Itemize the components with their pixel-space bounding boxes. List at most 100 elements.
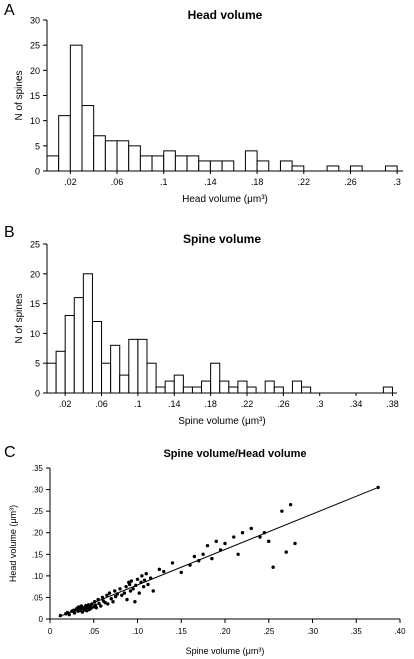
- chart-title: Head volume: [188, 8, 263, 22]
- x-axis-label: Spine volume (μm³): [178, 416, 265, 427]
- histogram-bar: [137, 338, 148, 394]
- histogram-bar: [291, 380, 303, 394]
- scatter-point: [67, 612, 71, 617]
- scatter-point: [109, 597, 113, 601]
- scatter-point: [115, 592, 120, 596]
- panel-a: A Head volume 0 5 10 15 20 25 30 .02 .06 .1 .14 .18.…: [0, 0, 414, 215]
- histogram-bar: [349, 165, 363, 172]
- y-tick-label: 20: [30, 269, 40, 279]
- scatter-point: [218, 548, 223, 552]
- scatter-point: [137, 591, 141, 595]
- x-tick-label: .06: [95, 399, 108, 409]
- panel-letter: C: [4, 444, 16, 461]
- x-tick-label: .02: [59, 399, 72, 409]
- scatter-point: [99, 604, 103, 608]
- y-axis-label: Head volume (μm³): [8, 505, 18, 582]
- scatter-point: [258, 535, 262, 539]
- scatter-point: [205, 543, 210, 548]
- y-tick-label: 0: [35, 389, 40, 399]
- x-axis-label: Spine volume (μm³): [186, 646, 265, 656]
- y-tick-label: .25: [32, 507, 44, 516]
- histogram-bar: [64, 315, 75, 394]
- scatter-point: [71, 608, 76, 613]
- scatter-point: [288, 502, 293, 507]
- scatter-point: [94, 606, 99, 610]
- x-tick-label: .3: [393, 177, 401, 187]
- scatter-point: [103, 600, 107, 605]
- scatter-spine-vs-head: Spine volume/Head volume 0 .05 .10 .15 .20 .25…: [8, 448, 406, 656]
- histogram-bar: [128, 145, 141, 172]
- histogram-bar: [110, 344, 121, 394]
- panel-letter: A: [4, 2, 15, 19]
- y-tick-label: .15: [32, 550, 44, 559]
- scatter-point: [93, 603, 98, 607]
- x-tick-label: .06: [111, 177, 124, 187]
- x-tick-label: .18: [251, 177, 264, 187]
- x-tick-label: .18: [204, 399, 217, 409]
- chart-title: Spine volume: [183, 232, 261, 246]
- histogram-bar: [182, 386, 193, 394]
- scatter-point: [214, 539, 218, 544]
- y-tick-label: .05: [32, 593, 44, 602]
- histogram-bar: [237, 380, 248, 394]
- y-axis-label: N of spines: [14, 70, 25, 120]
- scatter-point: [111, 600, 115, 604]
- scatter-point: [124, 584, 128, 589]
- histogram-bar: [93, 135, 106, 172]
- scatter-point: [267, 539, 271, 544]
- histogram-bar: [264, 380, 275, 394]
- histogram-bar: [82, 273, 93, 394]
- scatter-point: [157, 567, 162, 572]
- histogram-bar: [101, 362, 112, 394]
- y-tick-label: 30: [30, 16, 40, 26]
- histogram-bar: [119, 374, 130, 394]
- histogram-bar: [55, 350, 66, 394]
- histogram-bar: [116, 140, 130, 172]
- x-tick-label: .1: [134, 399, 142, 409]
- scatter-point: [262, 531, 267, 535]
- histogram-bar: [244, 150, 258, 172]
- histogram-bar: [46, 362, 57, 394]
- y-tick-label: 10: [30, 329, 40, 339]
- histogram-bar: [219, 380, 230, 394]
- scatter-point: [179, 570, 183, 575]
- x-tick-label: .05: [88, 627, 100, 636]
- scatter-point: [58, 613, 63, 618]
- scatter-point: [148, 576, 153, 580]
- histogram-bar: [139, 155, 153, 172]
- scatter-point: [133, 600, 137, 604]
- scatter-point: [96, 597, 100, 602]
- x-tick-label: .22: [298, 177, 311, 187]
- x-tick-label: .14: [204, 177, 217, 187]
- histogram-bar: [326, 165, 340, 172]
- scatter-point: [106, 602, 110, 606]
- y-tick-label: 15: [30, 91, 40, 101]
- histogram-bar: [151, 155, 165, 172]
- scatter-point: [107, 591, 112, 595]
- histogram-bar: [201, 380, 212, 394]
- scatter-point: [232, 535, 236, 539]
- histogram-bar: [221, 160, 235, 172]
- x-tick-label: .34: [350, 399, 363, 409]
- histogram-bar: [256, 160, 270, 172]
- scatter-point: [135, 577, 140, 582]
- scatter-point: [293, 541, 297, 546]
- histogram-spine-volume: Spine volume 0 5 10 15 20 25 .02 .06 .1 .14 .18 .22.…: [14, 232, 399, 427]
- x-axis-label: Head volume (μm³): [182, 194, 268, 205]
- scatter-point: [127, 582, 132, 587]
- histogram-bar: [246, 386, 257, 394]
- panel-b: B Spine volume 0 5 10 15 20 25 .02 .06 .1 .14 .18 .2…: [0, 222, 414, 437]
- scatter-point: [140, 574, 144, 578]
- x-tick-label: .20: [219, 627, 231, 636]
- scatter-point: [139, 580, 143, 585]
- histogram-bar: [163, 150, 176, 172]
- scatter-point: [284, 550, 288, 554]
- scatter-point: [134, 583, 138, 588]
- scatter-point: [144, 572, 148, 576]
- scatter-point: [240, 531, 245, 535]
- scatter-point: [236, 552, 240, 556]
- scatter-point: [376, 485, 380, 490]
- y-tick-label: 10: [30, 116, 40, 126]
- scatter-point: [249, 526, 253, 531]
- histogram-bar: [81, 105, 95, 172]
